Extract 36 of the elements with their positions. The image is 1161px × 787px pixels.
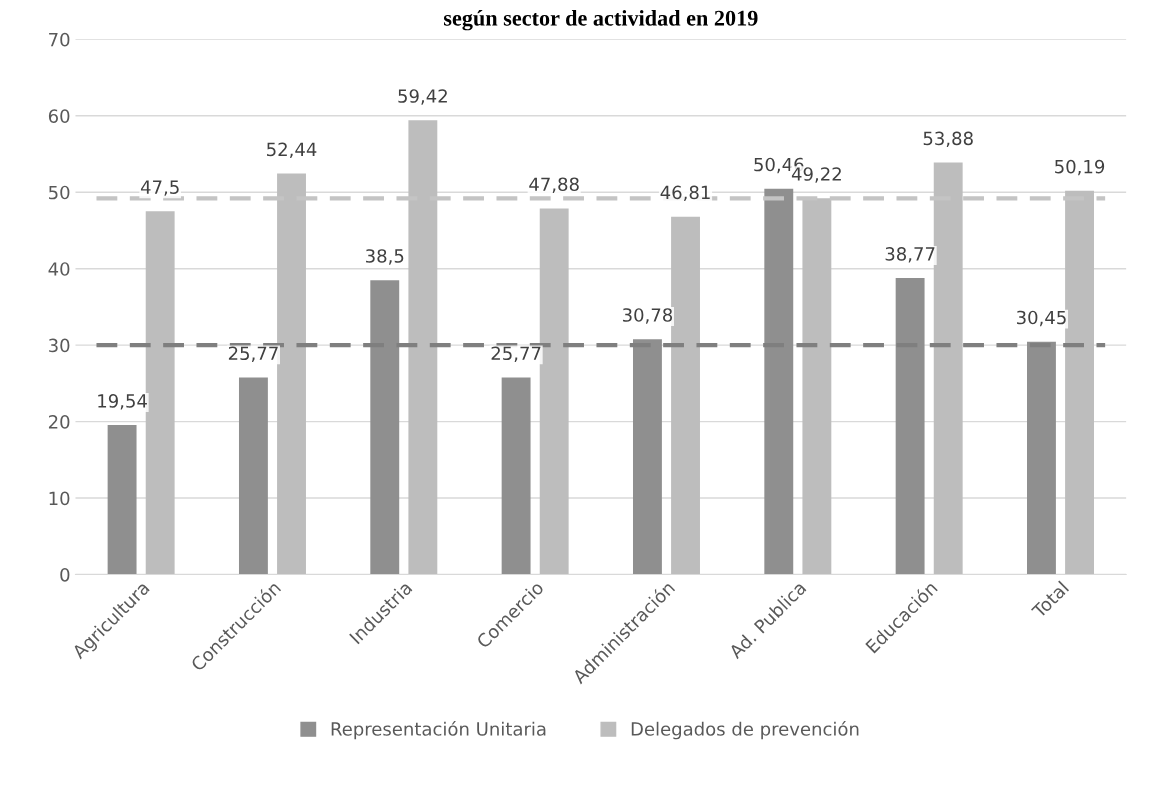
- data-label: 53,88: [923, 131, 973, 148]
- bar: [107, 425, 137, 575]
- data-label: 19,54: [98, 394, 147, 410]
- legend-label: Representación Unitaria: [331, 721, 546, 740]
- data-label: 46,81: [660, 185, 710, 202]
- bar: [633, 339, 662, 575]
- y-tick-label: 70: [49, 32, 70, 47]
- data-label: 25,77: [228, 346, 278, 362]
- data-label: 38,5: [366, 249, 404, 265]
- bar: [671, 216, 700, 575]
- bar: [145, 211, 175, 575]
- data-label: 52,44: [267, 142, 317, 159]
- data-label: 30,45: [1016, 310, 1066, 327]
- data-label: 30,78: [622, 308, 673, 324]
- bar: [764, 188, 794, 575]
- y-tick-label: 40: [48, 262, 70, 276]
- bar: [238, 377, 268, 575]
- y-tick-label: 50: [49, 185, 70, 200]
- chart-title: según sector de actividad en 2019: [443, 10, 758, 31]
- y-tick-label: 0: [60, 567, 70, 582]
- y-tick-label: 30: [49, 338, 70, 353]
- data-label: 38,77: [885, 247, 935, 263]
- bar: [501, 377, 531, 575]
- bar: [370, 280, 400, 575]
- data-label: 59,42: [398, 89, 447, 105]
- data-label: 25,77: [491, 346, 541, 362]
- data-label: 47,88: [529, 177, 579, 193]
- data-label: 47,5: [140, 180, 179, 196]
- y-tick-label: 20: [48, 415, 70, 429]
- y-tick-label: 60: [48, 109, 70, 123]
- y-tick-label: 10: [49, 491, 70, 506]
- bar: [895, 278, 925, 575]
- bar: [539, 208, 569, 575]
- data-label: 50,19: [1055, 159, 1105, 176]
- bar: [1027, 341, 1056, 575]
- legend-label: Delegados de prevención: [631, 721, 859, 740]
